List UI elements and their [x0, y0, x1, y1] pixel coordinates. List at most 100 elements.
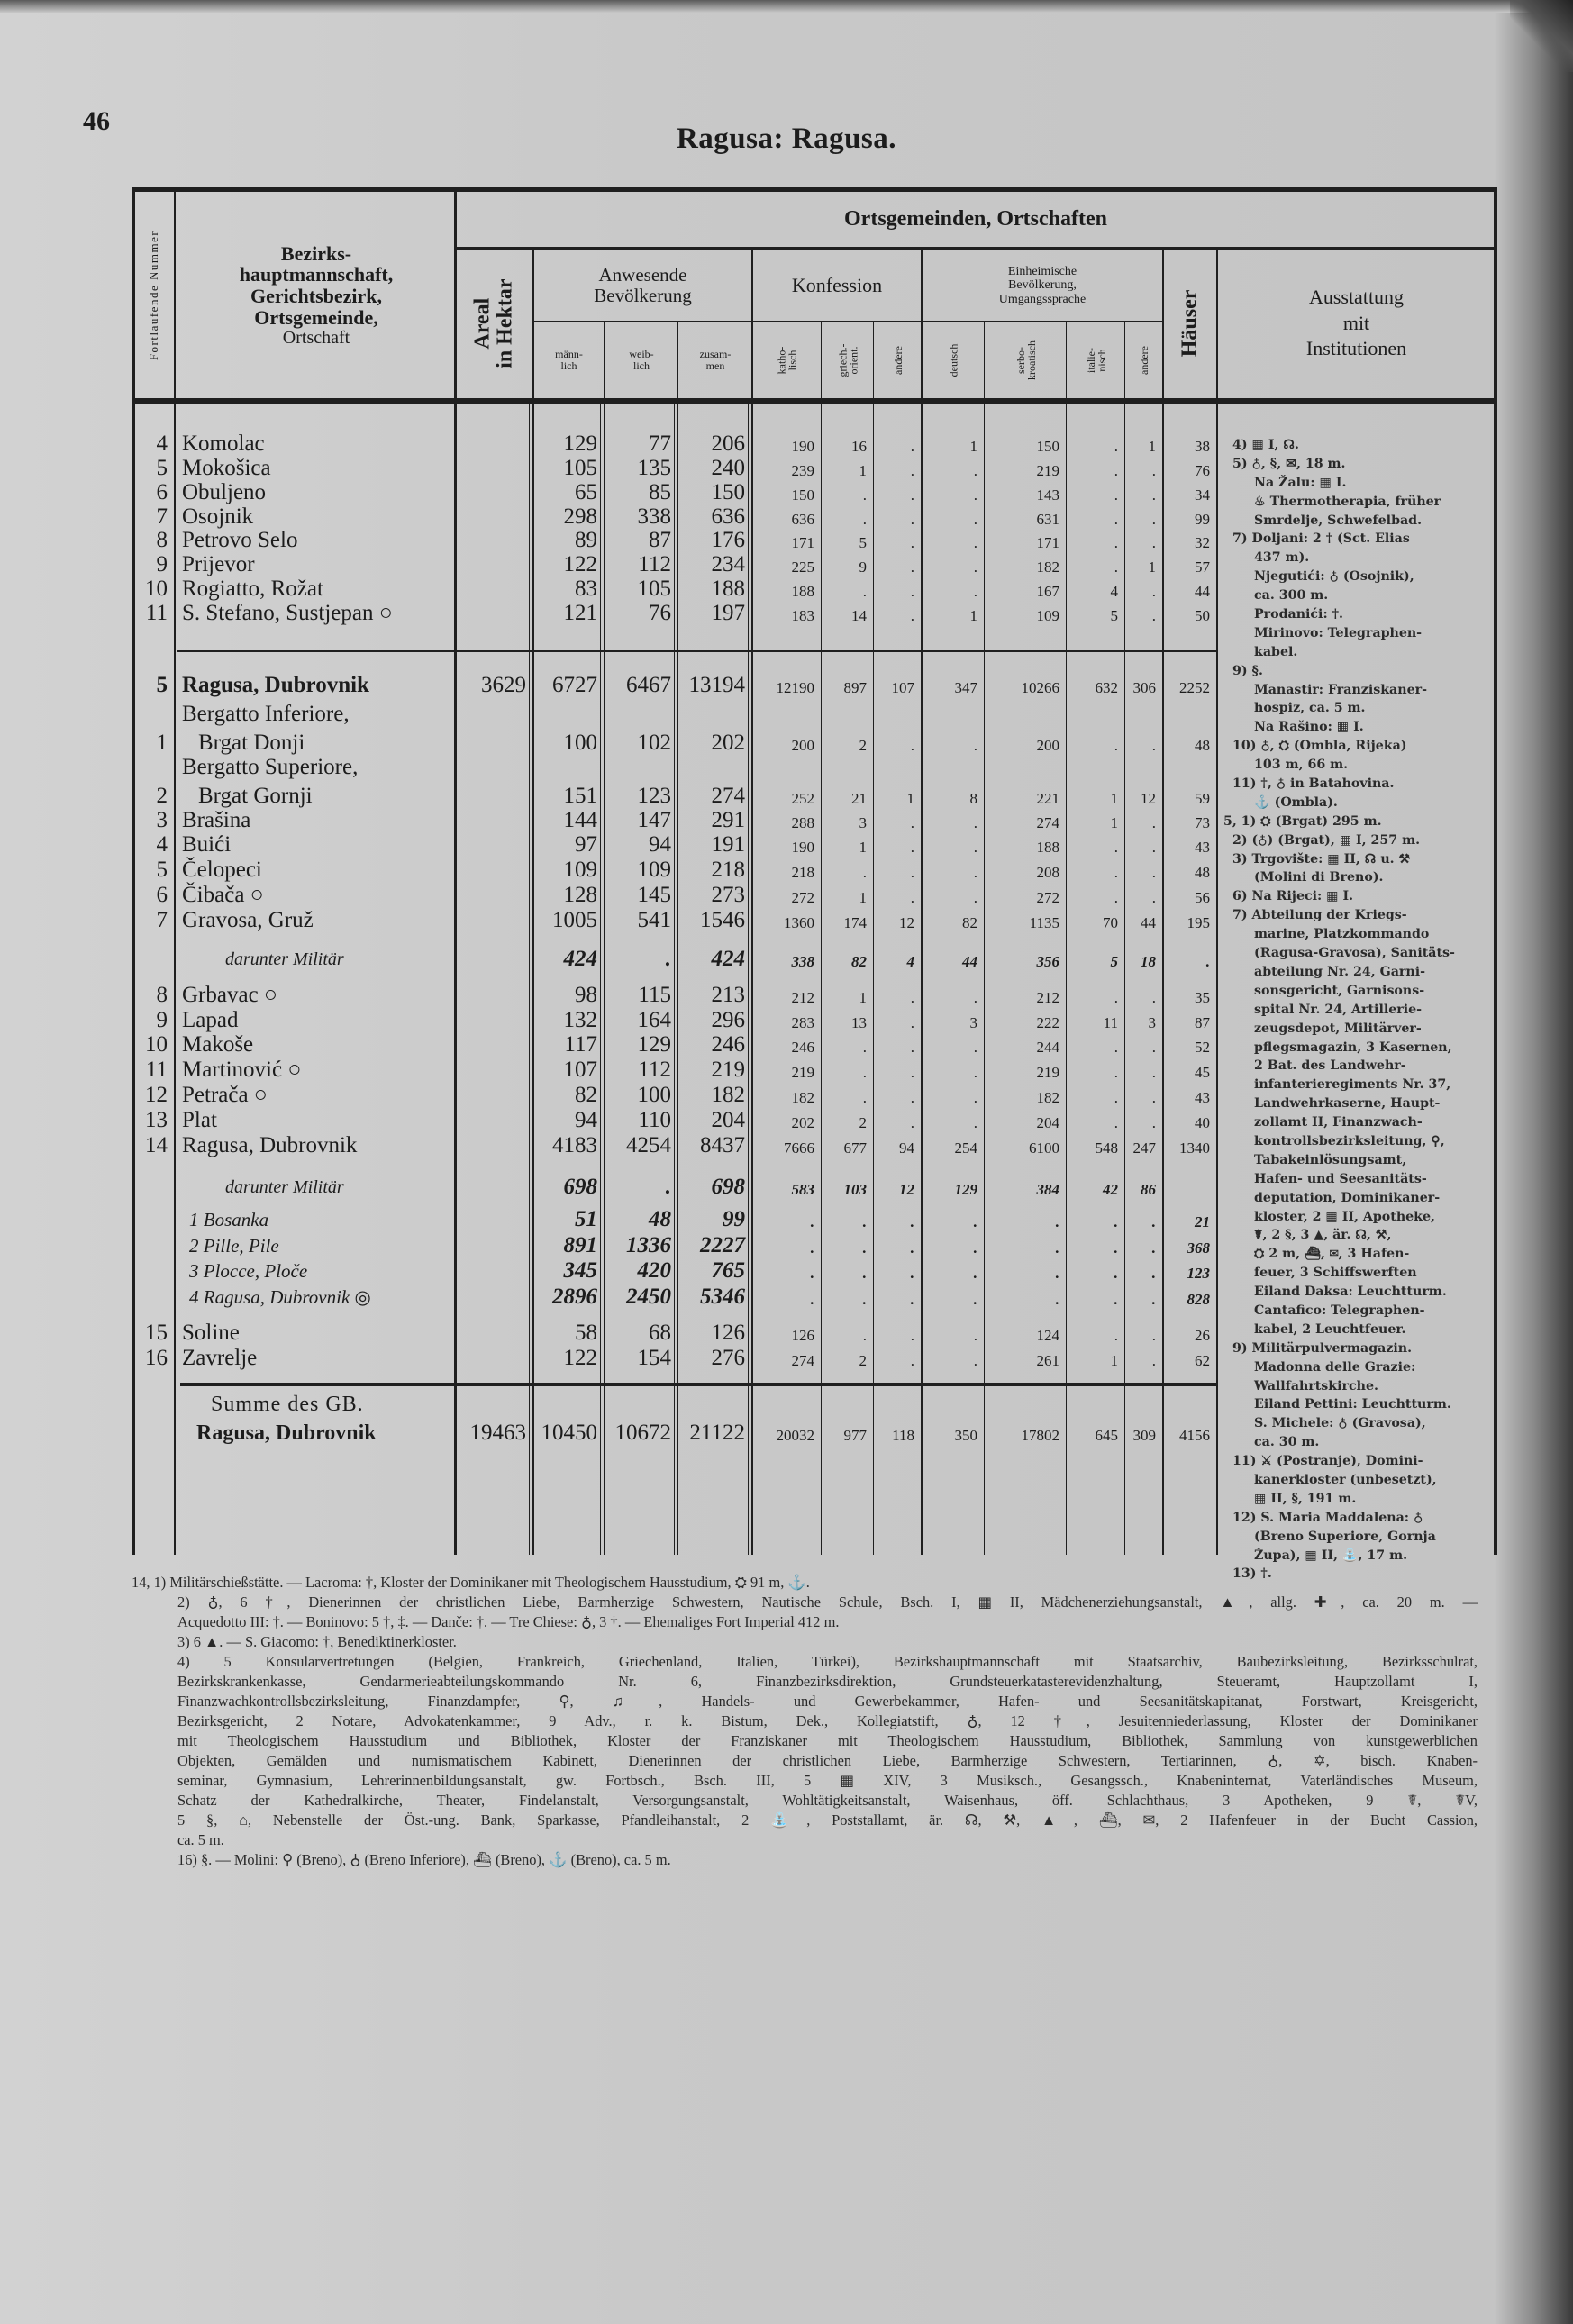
vertical-rule — [454, 189, 457, 1555]
cell-value: 107 — [563, 1058, 598, 1082]
row-name-text: Komolac — [182, 431, 265, 456]
cell-value: 12 — [899, 1181, 914, 1198]
row-name-text: Gravosa, Gruž — [182, 908, 314, 932]
cell-value: 219 — [791, 1064, 815, 1081]
cell-value: . — [973, 839, 977, 856]
row-number: 9 — [156, 552, 168, 576]
cell-value: 128 — [563, 883, 598, 907]
header-haeuser-label: Häuser — [1177, 289, 1202, 358]
ausstattung-line: Hafen- und Seesanitäts- — [1254, 1171, 1427, 1186]
header-areal: Areal in Hektar — [456, 250, 533, 396]
table-row: 11 Martinović ○ 107 112 219 219... 219.. 45 — [0, 1057, 1573, 1084]
row-name: 2 Pille, Pile — [189, 1232, 459, 1259]
cell-value: 240 — [711, 456, 746, 480]
cell-value: 21 — [851, 790, 867, 807]
cell-value: . — [1151, 1039, 1156, 1056]
cell-value: . — [1151, 839, 1156, 856]
cell-value: 274 — [791, 1352, 815, 1369]
cell-value: 21 — [1195, 1213, 1210, 1230]
cell-value: 424 — [563, 947, 598, 971]
row-name: Komolac — [182, 431, 452, 458]
horizontal-rule — [533, 321, 752, 322]
header-ausstattung-line: mit — [1342, 311, 1370, 334]
header-ausstattung-line: Institutionen — [1305, 337, 1407, 360]
row-number: 4 — [156, 832, 168, 857]
subheader-line: lisch — [786, 350, 799, 371]
cell-value: 219 — [1036, 462, 1060, 479]
cell-value: 4254 — [626, 1133, 671, 1157]
cell-value: . — [1151, 989, 1156, 1006]
cell-value: 274 — [1036, 814, 1060, 831]
cell-value: 6467 — [626, 673, 671, 697]
cell-value: 8 — [969, 790, 978, 807]
table-row: 2 Bergatto Superiore, Brgat Gornji 151 123 27… — [0, 755, 1573, 810]
row-name-text: Petrovo Selo — [182, 528, 298, 552]
cell-value: . — [1055, 1291, 1059, 1308]
cell-value: 13194 — [688, 673, 746, 697]
cell-value: 21122 — [689, 1421, 745, 1445]
vertical-rule — [1124, 322, 1125, 1555]
cell-value: 51 — [575, 1207, 597, 1231]
cell-value: . — [973, 1291, 977, 1308]
cell-value: 76 — [649, 601, 671, 625]
vertical-rule — [600, 398, 601, 1555]
cell-value: 44 — [962, 953, 977, 970]
row-name-text: Rogiatto, Rožat — [182, 576, 323, 601]
footnote-line: 5 §, ⌂, Nebenstelle der Öst.-ung. Bank, … — [177, 1811, 1478, 1829]
row-name-text: Brgat Donji — [198, 731, 305, 755]
ausstattung-line: Njegutići: ♁ (Osojnik), — [1254, 569, 1414, 585]
cell-value: 1360 — [784, 914, 814, 931]
footnote-line: mit Theologischem Hausstudium und Biblio… — [177, 1732, 1478, 1749]
cell-value: 5346 — [700, 1285, 745, 1309]
cell-value: 124 — [1036, 1327, 1060, 1344]
cell-value: 129 — [637, 1032, 672, 1057]
cell-value: . — [862, 511, 867, 528]
ausstattung-line: kloster, 2 ▦ II, Apotheke, — [1254, 1209, 1435, 1224]
cell-value: . — [910, 511, 914, 528]
cell-value: . — [1114, 864, 1118, 881]
cell-value: 94 — [649, 832, 671, 857]
row-name: Martinović ○ — [182, 1057, 452, 1084]
ausstattung-line: zollamt II, Finanzwach- — [1254, 1115, 1423, 1130]
cell-value: . — [1114, 1213, 1118, 1230]
vertical-rule — [984, 322, 985, 1555]
ausstattung-line: 11) †, ♁ in Batahovina. — [1232, 776, 1395, 792]
ausstattung-line: hospiz, ca. 5 m. — [1254, 701, 1366, 716]
cell-value: 200 — [1036, 737, 1060, 754]
cell-value: 212 — [791, 989, 815, 1006]
cell-value: . — [862, 1213, 867, 1230]
cell-value: 143 — [1036, 486, 1060, 504]
cell-value: . — [973, 1265, 977, 1282]
cell-value: 2 — [859, 1114, 868, 1131]
cell-value: 6727 — [552, 673, 597, 697]
cell-value: 213 — [711, 983, 746, 1007]
cell-value: 12190 — [776, 679, 815, 696]
cell-value: . — [1151, 583, 1156, 600]
cell-value: . — [862, 486, 867, 504]
subheader-konf_cols-0: katho-lisch — [752, 324, 822, 396]
cell-value: 6100 — [1029, 1139, 1059, 1157]
ausstattung-line: feuer, 3 Schiffswerften — [1254, 1266, 1417, 1281]
row-name: Plat — [182, 1107, 452, 1134]
cell-value: 11 — [1103, 1014, 1118, 1031]
cell-value: . — [810, 1239, 814, 1257]
cell-value: 150 — [711, 480, 746, 504]
table-row: 1 Bergatto Inferiore, Brgat Donji 100 102 202… — [0, 702, 1573, 757]
ausstattung-line: 13) †. — [1232, 1566, 1272, 1582]
row-name-text: Prijevor — [182, 552, 255, 576]
cell-value: 219 — [1036, 1064, 1060, 1081]
cell-value: 58 — [575, 1321, 597, 1345]
table-row: 4 Komolac 129 77 206 190 16. 1 150. 1 38 — [0, 431, 1573, 458]
cell-value: . — [1055, 1265, 1059, 1282]
row-number: 7 — [156, 908, 168, 932]
cell-value: 1 — [906, 790, 915, 807]
vertical-rule — [1066, 322, 1067, 1555]
cell-value: . — [973, 864, 977, 881]
subheader-line: andere — [1137, 346, 1150, 375]
row-name-text: 2 Pille, Pile — [189, 1235, 279, 1257]
cell-value: 112 — [638, 1058, 671, 1082]
cell-value: . — [1114, 1265, 1118, 1282]
ausstattung-line: Prodanići: †. — [1254, 607, 1343, 622]
cell-value: . — [1114, 1064, 1118, 1081]
footnote-line: Finanzwachkontrollsbezirksleitung, Finan… — [177, 1693, 1478, 1710]
